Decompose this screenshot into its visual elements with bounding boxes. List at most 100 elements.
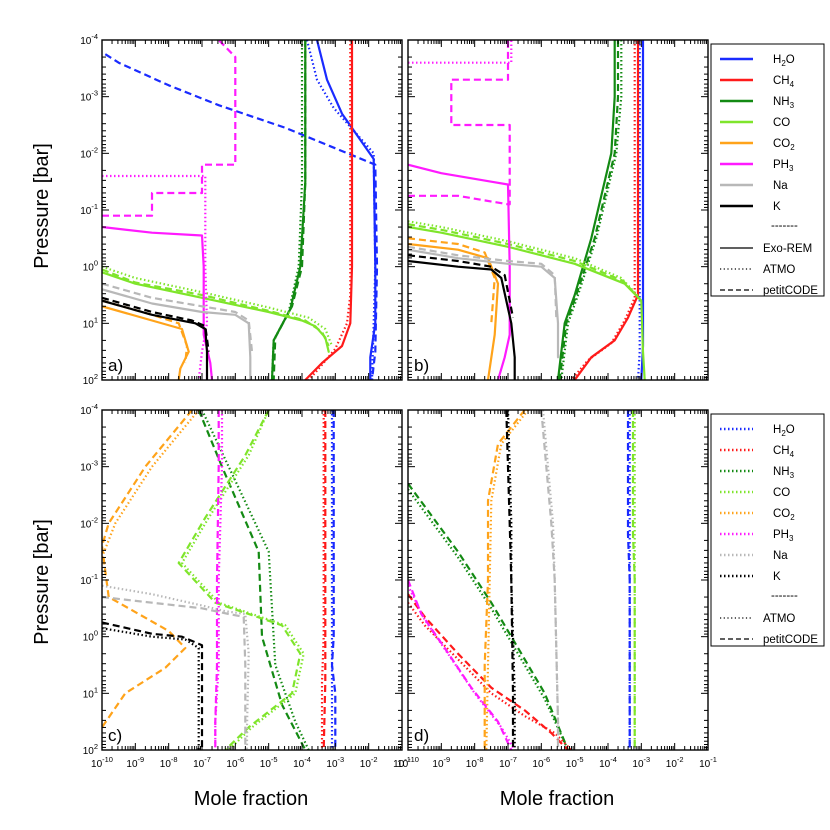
series-na-petitcode — [102, 595, 247, 750]
series-ph3-petitcode — [102, 40, 237, 217]
legend-label-h2o: H2O — [773, 54, 795, 68]
legend-label-h2o: H2O — [773, 424, 795, 438]
series-na-petitcode — [102, 282, 254, 352]
x-axis-label-left: Mole fraction — [194, 788, 309, 810]
series-group — [408, 410, 636, 750]
legend-model-label: petitCODE — [763, 634, 818, 646]
series-na-exo-rem — [408, 248, 560, 359]
legend-frame — [710, 413, 825, 647]
panel-label: c) — [108, 726, 122, 745]
legend-label-co2: CO2 — [773, 138, 795, 152]
y-tick-label: 10-4 — [80, 402, 98, 417]
series-co-petitcode — [102, 268, 330, 347]
y-tick-label: 101 — [83, 315, 98, 330]
series-ch4-petitcode — [322, 410, 327, 750]
series-na-exo-rem — [102, 288, 252, 380]
x-tick-label: 10-2 — [666, 755, 684, 770]
series-co2-atmo — [102, 410, 200, 558]
series-co2-atmo — [485, 410, 529, 750]
series-ch4-atmo — [307, 40, 352, 380]
series-co-petitcode — [177, 410, 302, 750]
panel-label: d) — [414, 726, 429, 745]
series-ph3-petitcode — [408, 579, 513, 750]
legend-model-label: ATMO — [763, 264, 795, 276]
x-tick-label: 10-8 — [160, 755, 178, 770]
series-nh3-exo-rem — [556, 40, 616, 380]
y-axis-label-bottom: Pressure [bar] — [31, 519, 53, 645]
legend-label-ch4: CH4 — [773, 445, 795, 459]
series-nh3-petitcode — [408, 483, 570, 750]
y-tick-label: 10-3 — [80, 89, 98, 104]
x-tick-label: 10-6 — [226, 755, 244, 770]
series-k-exo-rem — [408, 259, 516, 380]
series-co-petitcode — [631, 410, 636, 750]
series-ch4-atmo — [570, 40, 636, 380]
legend-bottom: H2O CH4 NH3 CO CO2 PH3 Na K ------- ATMO petitCODE — [710, 413, 825, 647]
series-k-petitcode — [102, 621, 204, 750]
series-group — [408, 40, 646, 380]
series-ph3-exo-rem — [408, 163, 511, 380]
legend-label-nh3: NH3 — [773, 466, 795, 480]
series-ph3-atmo — [102, 174, 209, 380]
series-na-petitcode — [540, 410, 560, 750]
series-nh3-atmo — [408, 488, 570, 750]
x-tick-label: 10-9 — [432, 755, 450, 770]
panel-b: b) — [407, 39, 709, 381]
series-nh3-petitcode — [558, 40, 620, 380]
series-ph3-exo-rem — [102, 225, 214, 380]
series-h2o-atmo — [305, 40, 377, 380]
x-tick-label: 10-3 — [632, 755, 650, 770]
legend-model-label: petitCODE — [763, 285, 818, 297]
legend-label-ph3: PH3 — [773, 529, 794, 543]
legend-label-k: K — [773, 201, 781, 213]
x-tick-label: 10-6 — [532, 755, 550, 770]
x-tick-label: 10-5 — [566, 755, 584, 770]
panel-a: 10-4 10-3 10-2 10-1 100 101 102 a) — [80, 32, 403, 387]
x-tick-label: 10-9 — [126, 755, 144, 770]
series-k-petitcode — [408, 254, 515, 318]
x-tick-label: 10-2 — [360, 755, 378, 770]
series-group — [102, 410, 337, 750]
series-h2o-petitcode — [626, 410, 631, 750]
y-tick-label: 10-1 — [80, 572, 98, 587]
legend-label-co: CO — [773, 117, 790, 129]
legend-label-k: K — [773, 571, 781, 583]
series-k-exo-rem — [102, 299, 209, 380]
y-tick-label: 10-2 — [80, 515, 98, 530]
series-h2o-petitcode — [330, 410, 337, 750]
series-nh3-exo-rem — [270, 40, 307, 380]
plot-frame — [101, 409, 403, 751]
legend-label-ch4: CH4 — [773, 75, 795, 89]
series-nh3-petitcode — [197, 410, 307, 750]
series-ph3-petitcode — [408, 40, 511, 206]
legend-label-na: Na — [773, 180, 788, 192]
y-tick-label: 100 — [83, 629, 98, 644]
legend-label-na: Na — [773, 550, 788, 562]
series-co2-petitcode — [102, 410, 193, 728]
x-tick-label: 10-8 — [466, 755, 484, 770]
legend-separator: ------- — [771, 220, 798, 232]
series-k-petitcode — [505, 410, 515, 750]
x-tick-label: 10-7 — [193, 755, 211, 770]
y-tick-label: 101 — [83, 685, 98, 700]
x-tick-label: 10-7 — [499, 755, 517, 770]
series-co2-exo-rem — [102, 305, 190, 380]
panel-label: a) — [108, 356, 123, 375]
series-ch4-atmo — [320, 410, 325, 750]
y-axis-label-top: Pressure [bar] — [31, 143, 53, 269]
x-tick-label: 10-1 — [699, 755, 717, 770]
legend-top: H2O CH4 NH3 CO CO2 PH3 Na K ------- Exo-REM ATMO pe… — [710, 43, 825, 297]
x-tick-label: 10-10 — [397, 755, 419, 770]
series-k-atmo — [506, 410, 516, 750]
x-tick-label: 10-4 — [293, 755, 311, 770]
y-tick-label: 102 — [83, 742, 98, 757]
series-h2o-exo-rem — [315, 40, 377, 380]
y-tick-label: 10-4 — [80, 32, 98, 47]
series-k-petitcode — [102, 296, 210, 352]
legend-label-co: CO — [773, 487, 790, 499]
series-na-atmo — [102, 584, 250, 750]
series-na-petitcode — [408, 245, 558, 318]
x-tick-label: 10-3 — [326, 755, 344, 770]
panel-label: b) — [414, 356, 429, 375]
